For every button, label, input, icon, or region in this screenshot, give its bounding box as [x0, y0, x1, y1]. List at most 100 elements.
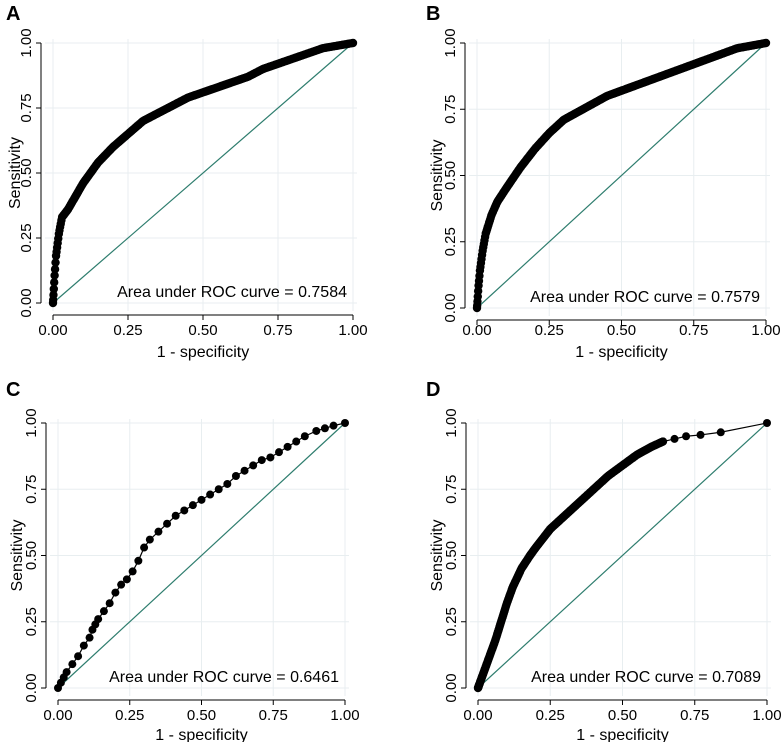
roc-point [231, 472, 240, 480]
x-axis-title: 1 - specificity [157, 344, 249, 361]
roc-line [477, 441, 664, 689]
roc-point [117, 580, 126, 589]
roc-point [682, 432, 691, 441]
y-tick-label: 0.00 [442, 293, 459, 322]
roc-point [122, 575, 131, 584]
x-tick-label: 0.50 [188, 322, 217, 339]
roc-point [154, 527, 163, 536]
y-tick-label: 1.00 [443, 408, 460, 437]
x-tick-label: 0.25 [536, 707, 565, 724]
roc-point [188, 501, 197, 510]
roc-point [266, 453, 275, 462]
roc-panel-d: D 0.000.00 0.25 0.25 0.50 0.50 0.75 0.75 1.00 1.0… [426, 379, 782, 742]
roc-point [105, 599, 114, 608]
roc-point [249, 461, 258, 470]
roc-point [292, 437, 301, 446]
y-tick-label: 0.00 [23, 673, 40, 702]
x-tick-label: 0.75 [679, 322, 708, 339]
y-tick-label: 0.75 [443, 475, 460, 504]
roc-point [197, 495, 206, 504]
y-axis-title: Sensitivity [429, 139, 446, 211]
roc-point [761, 38, 771, 48]
reference-diagonal [476, 42, 767, 309]
y-tick-label: 1.00 [18, 28, 35, 57]
x-tick-label: 0.00 [463, 707, 492, 724]
x-tick-label: 1.00 [330, 707, 359, 724]
roc-point [257, 456, 266, 465]
panel-label: A [6, 3, 20, 25]
x-tick-label: 0.00 [43, 707, 72, 724]
x-axis-title: 1 - specificity [155, 727, 247, 742]
roc-line [662, 422, 768, 443]
x-tick-label: 0.75 [263, 322, 292, 339]
panel-label: B [426, 3, 440, 25]
roc-point [163, 519, 172, 528]
y-tick-label: 0.25 [23, 607, 40, 636]
roc-panel-c: C 0.000.00 0.25 0.25 0.50 0.50 0.75 0.75 1.00 1.0… [6, 379, 360, 742]
y-tick-label: 1.00 [442, 28, 459, 57]
y-axis-title: Sensitivity [9, 519, 26, 591]
roc-point [283, 442, 292, 451]
x-tick-label: 0.00 [38, 322, 67, 339]
roc-point [214, 485, 223, 494]
roc-point [140, 543, 149, 552]
y-tick-label: 0.25 [442, 227, 459, 256]
roc-point [171, 511, 180, 520]
x-axis-title: 1 - specificity [575, 344, 667, 361]
y-tick-label: 1.00 [23, 408, 40, 437]
roc-point [670, 434, 679, 443]
x-tick-label: 0.50 [608, 707, 637, 724]
x-tick-label: 1.00 [752, 707, 781, 724]
y-tick-label: 0.00 [443, 673, 460, 702]
roc-point [145, 535, 154, 544]
roc-point [85, 633, 94, 642]
roc-point [658, 437, 667, 446]
roc-point [300, 432, 309, 441]
roc-point [128, 567, 137, 576]
roc-point [341, 419, 349, 427]
x-tick-label: 0.50 [607, 322, 636, 339]
roc-point [134, 556, 143, 565]
roc-point [763, 419, 771, 427]
y-axis-title: Sensitivity [429, 519, 446, 591]
roc-point [180, 506, 189, 515]
roc-point [68, 660, 77, 669]
roc-point [240, 466, 249, 475]
auc-annotation: Area under ROC curve = 0.7089 [531, 669, 761, 686]
roc-point [94, 615, 103, 624]
y-tick-label: 0.50 [18, 158, 35, 187]
roc-point [206, 490, 215, 499]
roc-point [312, 426, 321, 435]
reference-diagonal [477, 422, 768, 689]
y-tick-label: 0.75 [18, 93, 35, 122]
roc-point [50, 271, 59, 280]
y-tick-label: 0.75 [23, 475, 40, 504]
roc-point [79, 641, 88, 650]
roc-panel-b: B 0.000.00 0.25 0.25 0.50 0.50 0.75 0.75 1.00 1.0… [426, 3, 781, 361]
roc-point [74, 652, 83, 661]
roc-point [49, 278, 59, 287]
roc-panel-a: A 0.000.00 0.25 0.25 0.50 0.50 0.75 0.75 1.00 1.0… [6, 3, 368, 361]
x-tick-label: 0.75 [680, 707, 709, 724]
roc-point [274, 448, 283, 457]
x-tick-label: 1.00 [751, 322, 780, 339]
panel-label: C [6, 379, 20, 401]
x-tick-label: 0.50 [187, 707, 216, 724]
x-axis-title: 1 - specificity [576, 727, 668, 742]
roc-point [50, 265, 60, 274]
auc-annotation: Area under ROC curve = 0.7579 [530, 289, 760, 306]
y-axis-title: Sensitivity [7, 137, 24, 209]
panel-label: D [426, 379, 440, 401]
y-tick-label: 0.25 [443, 607, 460, 636]
y-tick-label: 0.75 [442, 95, 459, 124]
roc-point [348, 38, 358, 48]
y-tick-label: 0.00 [18, 288, 35, 317]
roc-point [111, 588, 120, 597]
x-tick-label: 0.00 [462, 322, 491, 339]
roc-point [696, 430, 705, 439]
roc-point [716, 428, 725, 437]
roc-point [320, 424, 329, 433]
y-tick-label: 0.50 [23, 541, 40, 570]
y-tick-label: 0.50 [442, 161, 459, 190]
